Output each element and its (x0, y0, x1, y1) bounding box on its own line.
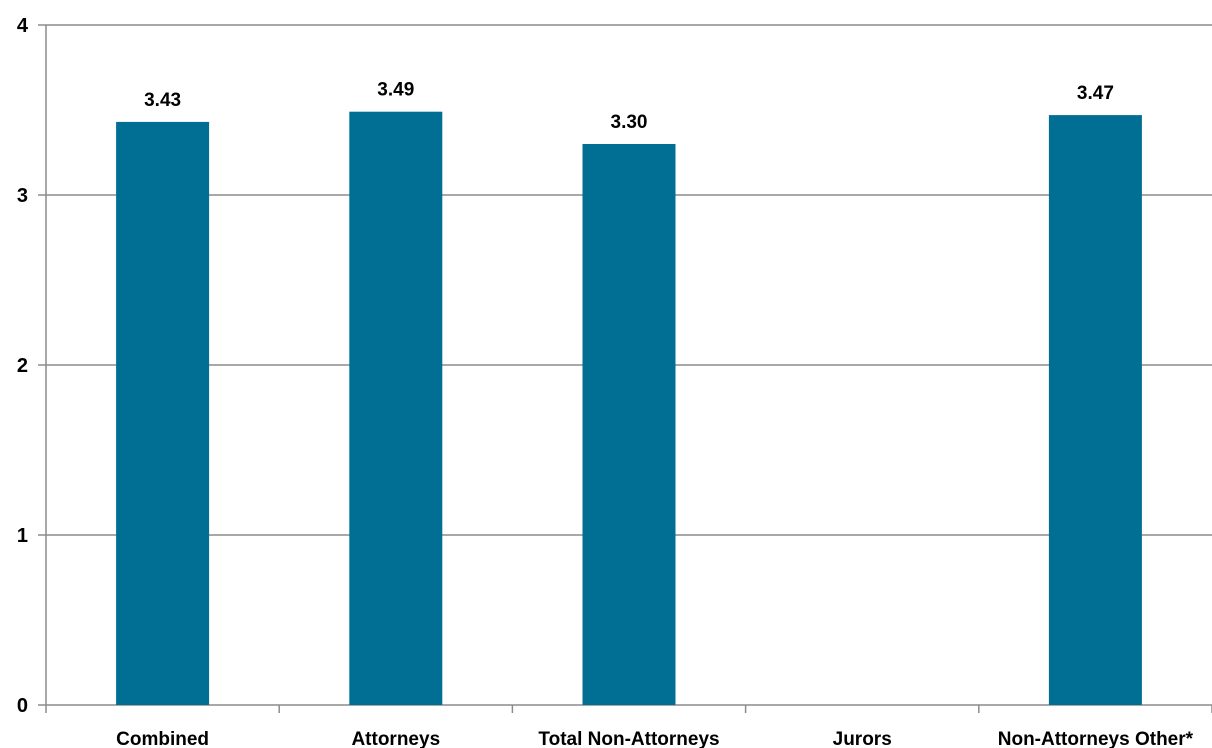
x-axis-categories: Combined Attorneys Total Non-Attorneys Juro… (116, 729, 1193, 748)
data-label: 3.43 (144, 90, 181, 111)
bar-attorneys (349, 111, 443, 705)
x-category-label: Jurors (833, 729, 892, 748)
bar-total-non-attorneys (582, 144, 676, 705)
y-tick-label: 1 (17, 525, 28, 547)
bars (116, 111, 1142, 706)
x-category-label: Attorneys (351, 729, 440, 748)
x-category-label: Combined (116, 729, 209, 748)
y-tick-label: 0 (17, 695, 28, 717)
x-category-label: Total Non-Attorneys (538, 729, 719, 748)
data-labels: 3.43 3.49 3.30 3.47 (144, 80, 1114, 133)
bar-combined (116, 121, 210, 705)
y-axis-ticks: 0 1 2 3 4 (17, 15, 29, 717)
y-tick-label: 4 (17, 15, 29, 37)
data-label: 3.47 (1077, 83, 1114, 104)
data-label: 3.49 (377, 80, 414, 101)
y-tick-label: 2 (17, 355, 28, 377)
y-tick-label: 3 (17, 185, 28, 207)
data-label: 3.30 (611, 112, 648, 133)
bar-non-attorneys-other (1048, 115, 1142, 706)
x-category-label: Non-Attorneys Other* (998, 729, 1194, 748)
